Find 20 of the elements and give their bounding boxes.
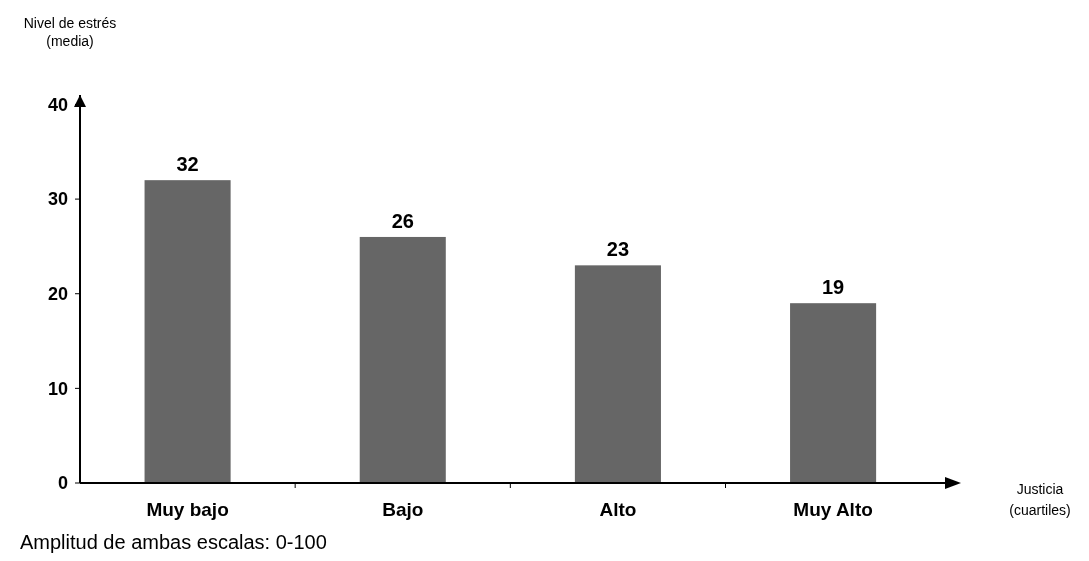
- y-tick-label: 20: [47, 284, 68, 305]
- data-label: 26: [391, 209, 414, 232]
- x-tick-label: Bajo: [382, 499, 424, 520]
- bar: [574, 265, 661, 483]
- data-label: 32: [176, 153, 199, 176]
- data-label: 19: [821, 276, 845, 299]
- x-tick-label: Muy bajo: [146, 499, 229, 520]
- data-label: 23: [606, 238, 630, 261]
- y-tick-label: 10: [47, 378, 68, 399]
- bar: [359, 236, 446, 483]
- x-tick-label: Alto: [599, 499, 637, 520]
- text: Amplitud de ambas escalas: 0-100: [20, 531, 327, 553]
- bar: [790, 303, 877, 483]
- bar: [144, 180, 231, 483]
- y-axis-title: Nivel de estrés (media): [23, 15, 117, 49]
- y-tick-label: 30: [47, 189, 68, 210]
- x-tick-label: Muy Alto: [793, 499, 873, 520]
- y-tick-label: 0: [57, 473, 68, 494]
- y-tick-label: 40: [47, 94, 68, 115]
- x-axis-title: Justicia (cuartiles): [1009, 481, 1071, 518]
